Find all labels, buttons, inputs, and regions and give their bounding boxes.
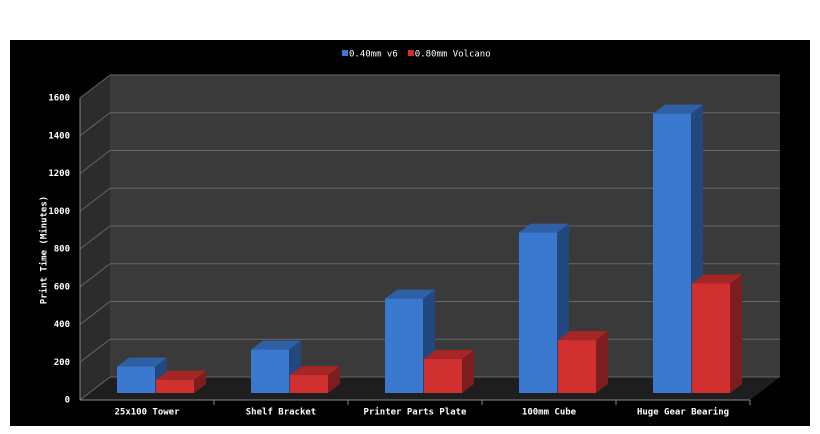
- y-tick-label: 1000: [48, 207, 70, 217]
- bar: [424, 350, 474, 393]
- bar-front: [424, 359, 462, 393]
- bar-top: [156, 370, 206, 380]
- bar-top: [117, 357, 167, 367]
- y-tick-label: 600: [54, 282, 70, 292]
- grid-line-side: [79, 225, 111, 250]
- bar-top: [653, 104, 703, 114]
- y-tick-label: 400: [54, 320, 70, 330]
- x-tick-label: Huge Gear Bearing: [637, 407, 729, 418]
- legend-swatch: [342, 50, 348, 56]
- grid-line-side: [79, 74, 111, 99]
- grid-line-side: [79, 301, 111, 325]
- y-tick-label: 0: [65, 396, 70, 406]
- bar-front: [653, 113, 691, 394]
- bar: [156, 370, 206, 393]
- grid-line-side: [79, 112, 111, 137]
- grid-line-side: [79, 263, 111, 288]
- legend-label: 0.80mm Volcano: [415, 50, 491, 60]
- y-tick-label: 1600: [48, 94, 70, 104]
- bar-side: [328, 366, 340, 393]
- legend-label: 0.40mm v6: [349, 50, 398, 60]
- grid-line-side: [79, 376, 111, 401]
- bar: [558, 331, 608, 393]
- bar-front: [692, 283, 730, 393]
- x-tick-label: 100mm Cube: [522, 408, 577, 418]
- y-axis-label: Print Time (Minutes): [39, 196, 50, 304]
- legend: 0.40mm v6 0.80mm Volcano: [342, 50, 491, 60]
- bar-top: [385, 289, 435, 299]
- bar-front: [290, 375, 328, 393]
- y-tick-label: 800: [54, 245, 70, 255]
- x-tick-label: Printer Parts Plate: [364, 407, 468, 418]
- bar-top: [558, 331, 608, 341]
- bar-side: [462, 350, 474, 393]
- bar-side: [194, 370, 206, 393]
- grid-line-side: [79, 150, 111, 174]
- bar-front: [385, 298, 423, 393]
- bar-front: [519, 232, 557, 393]
- bar: [290, 366, 340, 393]
- bar-top: [424, 350, 474, 360]
- grid-line-side: [79, 187, 111, 212]
- bar-front: [117, 366, 155, 393]
- bar-side: [596, 331, 608, 393]
- bar-top: [290, 366, 340, 376]
- bar-front: [156, 379, 194, 393]
- bar-front: [558, 340, 596, 393]
- bar-side: [730, 274, 742, 393]
- x-tick-label: Shelf Bracket: [246, 408, 316, 418]
- bar-top: [251, 340, 301, 350]
- grid-line-side: [79, 338, 111, 363]
- y-tick-label: 200: [54, 358, 70, 368]
- y-tick-label: 1200: [48, 169, 70, 179]
- bar-top: [692, 274, 742, 284]
- bar-top: [519, 223, 569, 233]
- bar-front: [251, 349, 289, 393]
- legend-swatch: [407, 50, 414, 56]
- x-tick-label: 25x100 Tower: [114, 408, 180, 418]
- bar: [692, 274, 742, 393]
- y-tick-label: 1400: [48, 131, 70, 141]
